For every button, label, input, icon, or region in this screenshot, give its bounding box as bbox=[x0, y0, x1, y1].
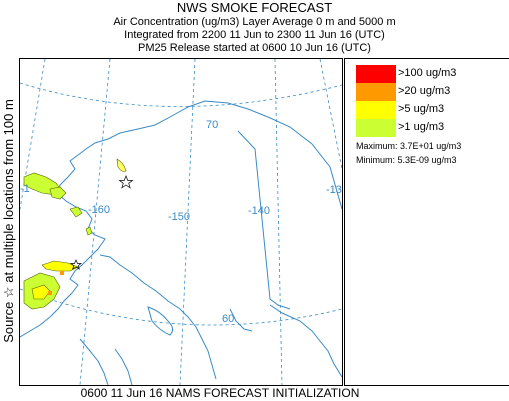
legend-swatch-20 bbox=[356, 83, 396, 101]
source-star-icon bbox=[118, 175, 134, 189]
map-title: NWS SMOKE FORECAST bbox=[176, 0, 333, 15]
subtitle-integration: Integrated from 2200 11 Jun to 2300 11 J… bbox=[124, 29, 385, 41]
subtitle-concentration: Air Concentration (ug/m3) Layer Average … bbox=[113, 16, 396, 28]
grid-label-60: 60 bbox=[222, 313, 234, 325]
legend-label-20: >20 ug/m3 bbox=[398, 85, 451, 97]
legend-swatch-5 bbox=[356, 101, 396, 119]
grid-labels: 70 -160 -150 -140 -130 60 -1 bbox=[20, 119, 348, 325]
legend-label-1: >1 ug/m3 bbox=[398, 121, 445, 133]
grid-label-minus130: -130 bbox=[326, 184, 342, 196]
source-label: Source ☆ at multiple locations from 100 … bbox=[0, 58, 18, 384]
smoke-map: 70 -160 -150 -140 -130 60 -1 bbox=[19, 58, 348, 386]
source-markers bbox=[69, 175, 134, 270]
coastline bbox=[19, 100, 343, 386]
legend-maximum: Maximum: 3.7E+01 ug/m3 bbox=[356, 141, 462, 151]
grid-label-minus140: -140 bbox=[248, 205, 270, 217]
grid-label-70: 70 bbox=[206, 119, 218, 131]
source-star-icon bbox=[69, 259, 83, 270]
grid-label-minus1: -1 bbox=[20, 183, 30, 195]
legend-label-100: >100 ug/m3 bbox=[398, 67, 457, 79]
legend-panel: >100 ug/m3 >20 ug/m3 >5 ug/m3 >1 ug/m3 M… bbox=[344, 58, 509, 386]
subtitle-release: PM25 Release started at 0600 10 Jun 16 (… bbox=[138, 42, 371, 54]
legend-swatch-1 bbox=[356, 119, 396, 137]
forecast-initialization: 0600 11 Jun 16 NAMS FORECAST INITIALIZAT… bbox=[80, 386, 360, 400]
smoke-plumes bbox=[23, 158, 127, 310]
legend-label-5: >5 ug/m3 bbox=[398, 103, 445, 115]
source-label-text: Source ☆ at multiple locations from 100 … bbox=[1, 99, 16, 343]
legend-minimum: Minimum: 5.3E-09 ug/m3 bbox=[356, 155, 457, 165]
legend-swatch-100 bbox=[356, 65, 396, 83]
grid-label-minus160: -160 bbox=[88, 204, 110, 216]
grid-label-minus150: -150 bbox=[168, 211, 190, 223]
